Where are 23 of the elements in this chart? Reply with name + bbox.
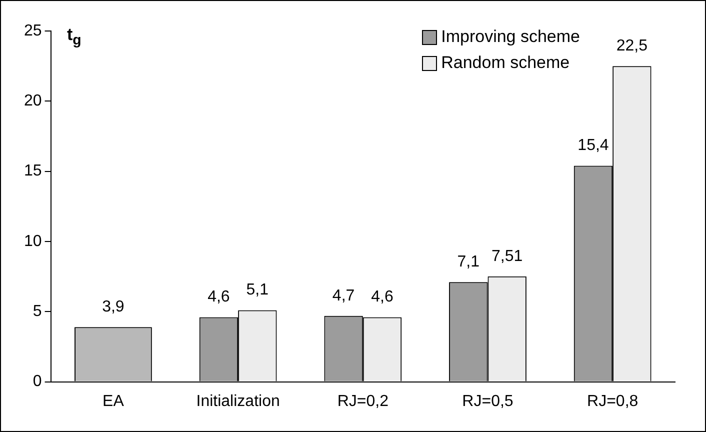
data-label: 7,1 <box>457 254 480 271</box>
x-tick-label: EA <box>102 392 124 410</box>
data-label: 4,6 <box>208 288 230 306</box>
x-tick-label: Initialization <box>196 392 280 410</box>
y-tick-label: 5 <box>32 303 42 320</box>
data-label: 3,9 <box>102 298 124 316</box>
legend-label: Random scheme <box>441 53 570 73</box>
y-tick-label: 15 <box>24 162 42 180</box>
y-tick-label: 0 <box>32 373 42 390</box>
data-label: 4,7 <box>332 287 355 304</box>
y-tick-label: 10 <box>24 232 42 250</box>
data-label: 5,1 <box>246 282 269 299</box>
x-tick-label: RJ=0,5 <box>462 392 514 410</box>
y-tick-label: 20 <box>24 92 42 110</box>
data-label: 22,5 <box>616 37 648 54</box>
y-tick-label: 25 <box>24 22 42 40</box>
data-label: 15,4 <box>578 137 609 154</box>
y-axis-title: t$_{g}$ <box>67 25 82 48</box>
data-label: 7,51 <box>492 248 523 265</box>
data-label: 4,6 <box>371 288 394 306</box>
x-tick-label: RJ=0,2 <box>337 392 389 410</box>
x-tick-label: RJ=0,8 <box>587 392 638 410</box>
legend-label: Improving scheme <box>441 27 580 47</box>
